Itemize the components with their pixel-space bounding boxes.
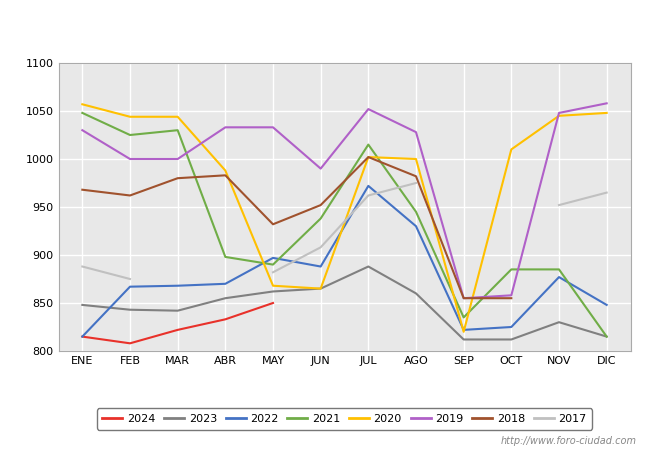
Text: Afiliados en Miramar a 31/5/2024: Afiliados en Miramar a 31/5/2024 xyxy=(187,18,463,36)
Legend: 2024, 2023, 2022, 2021, 2020, 2019, 2018, 2017: 2024, 2023, 2022, 2021, 2020, 2019, 2018… xyxy=(97,409,592,429)
Text: http://www.foro-ciudad.com: http://www.foro-ciudad.com xyxy=(501,436,637,446)
